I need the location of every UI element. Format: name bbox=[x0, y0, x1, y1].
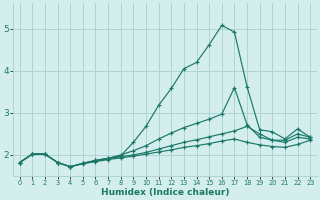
X-axis label: Humidex (Indice chaleur): Humidex (Indice chaleur) bbox=[101, 188, 229, 197]
